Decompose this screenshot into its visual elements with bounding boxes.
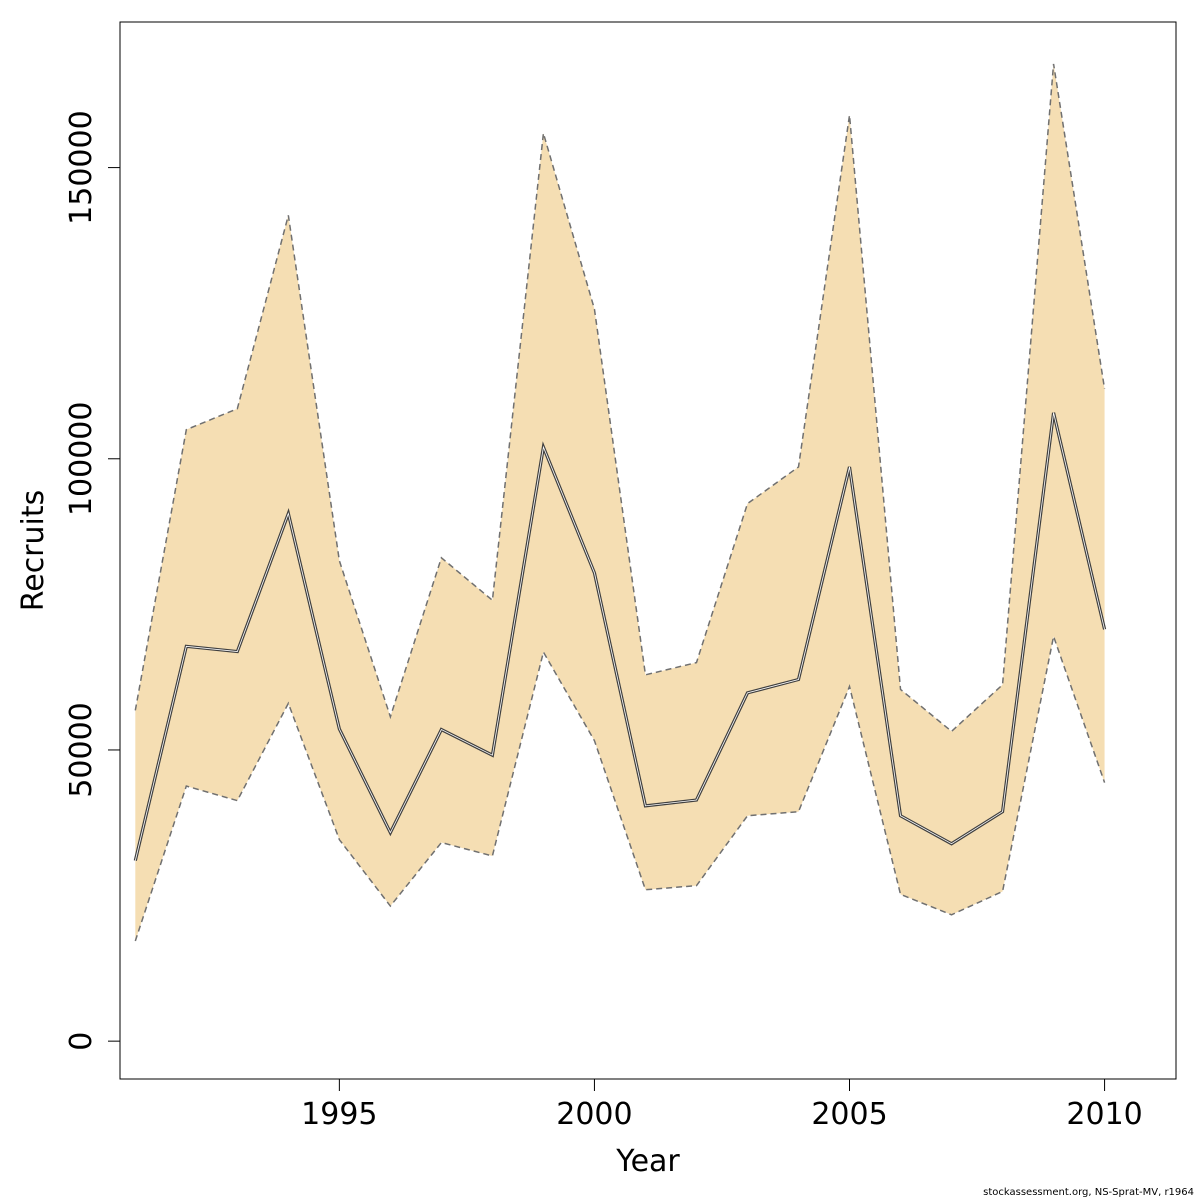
y-tick-label: 100000 (64, 402, 99, 517)
lower-bound-line (134, 633, 1106, 942)
confidence-band (135, 63, 1105, 941)
y-tick-label: 150000 (64, 110, 99, 225)
x-tick-label: 2000 (556, 1097, 632, 1132)
x-axis: 1995 2000 2005 2010 (301, 1078, 1143, 1132)
upper-bound-line (134, 63, 1106, 733)
x-tick-label: 2005 (811, 1097, 887, 1132)
y-axis-title: Recruits (16, 490, 51, 612)
y-tick-label: 0 (64, 1032, 99, 1051)
source-footnote: stockassessment.org, NS-Sprat-MV, r1964 (983, 1187, 1194, 1198)
estimate-line (134, 412, 1105, 861)
x-tick-label: 1995 (301, 1097, 377, 1132)
x-axis-title: Year (615, 1144, 680, 1179)
y-axis: 0 50000 100000 150000 (64, 110, 121, 1051)
x-tick-label: 2010 (1066, 1097, 1142, 1132)
plot-area (133, 63, 1107, 942)
y-tick-label: 50000 (64, 702, 99, 797)
